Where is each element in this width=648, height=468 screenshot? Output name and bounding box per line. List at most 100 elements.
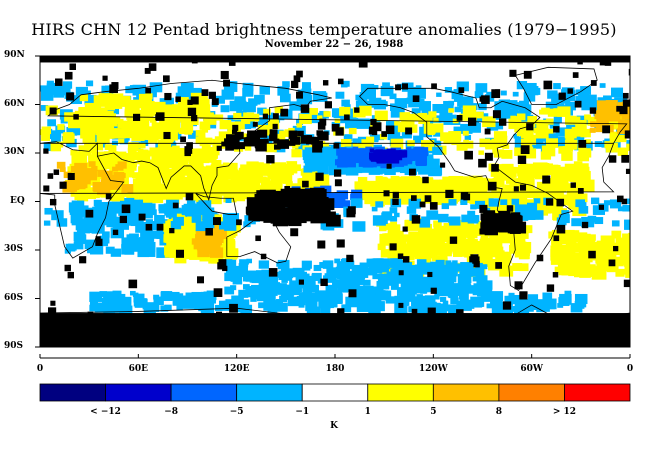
field-cell xyxy=(374,110,388,122)
field-cell xyxy=(263,108,271,115)
field-cell xyxy=(251,284,264,296)
field-cell xyxy=(510,204,520,213)
missing-cell xyxy=(105,193,112,200)
missing-cell xyxy=(205,228,213,236)
field-cell xyxy=(603,95,612,103)
field-cell xyxy=(555,136,565,144)
missing-cell xyxy=(581,221,589,229)
field-cell xyxy=(442,300,449,306)
field-cell xyxy=(63,181,78,192)
field-cell xyxy=(573,164,587,175)
missing-cell xyxy=(460,325,468,332)
field-cell xyxy=(309,198,326,212)
field-cell xyxy=(178,147,187,155)
field-cell xyxy=(278,270,291,280)
field-cell xyxy=(509,219,522,229)
field-cell xyxy=(99,235,110,244)
field-cell xyxy=(149,164,157,170)
missing-cell xyxy=(578,139,587,148)
field-cell xyxy=(194,110,204,119)
field-cell xyxy=(313,191,326,202)
field-cell xyxy=(376,176,385,183)
field-cell xyxy=(494,135,508,146)
field-cell xyxy=(243,221,251,228)
field-cell xyxy=(500,199,508,205)
field-cell xyxy=(89,304,98,312)
field-cell xyxy=(427,129,435,135)
missing-cell xyxy=(102,75,108,81)
field-cell xyxy=(282,81,290,88)
lat-label: 60S xyxy=(4,292,24,303)
field-cell xyxy=(91,151,99,157)
field-cell xyxy=(387,224,401,235)
field-cell xyxy=(619,131,628,138)
field-cell xyxy=(101,174,113,184)
field-cell xyxy=(325,284,338,295)
field-cell xyxy=(540,151,552,160)
field-cell xyxy=(81,183,88,189)
field-cell xyxy=(155,167,167,177)
field-cell xyxy=(605,100,618,110)
field-cell xyxy=(581,97,592,107)
field-cell xyxy=(184,128,193,135)
coastline xyxy=(195,193,238,215)
field-cell xyxy=(314,140,323,148)
field-cell xyxy=(390,215,398,222)
field-cell xyxy=(323,157,335,167)
field-cell xyxy=(462,299,475,309)
field-cell xyxy=(325,214,341,227)
field-cell xyxy=(56,218,68,227)
field-cell xyxy=(140,181,154,192)
field-cell xyxy=(249,205,259,213)
field-cell xyxy=(263,215,274,223)
field-cell xyxy=(434,192,442,198)
field-cell xyxy=(432,146,443,155)
colorbar-label: 1 xyxy=(364,407,371,417)
field-cell xyxy=(475,265,484,272)
missing-cell xyxy=(463,193,471,201)
field-cell xyxy=(118,302,131,312)
missing-cell xyxy=(621,198,628,205)
field-cell xyxy=(136,174,149,185)
field-cell xyxy=(516,149,524,156)
field-cell xyxy=(96,132,110,144)
field-cell xyxy=(434,303,447,314)
field-cell xyxy=(471,298,481,305)
field-cell xyxy=(334,118,341,124)
missing-cell xyxy=(479,204,488,213)
field-cell xyxy=(124,99,140,112)
field-cell xyxy=(281,277,288,283)
field-cell xyxy=(125,209,138,219)
missing-cell xyxy=(598,204,604,210)
missing-cell xyxy=(186,142,193,149)
field-cell xyxy=(390,283,399,290)
colorbar-swatch xyxy=(367,383,434,402)
field-cell xyxy=(203,146,218,159)
colorbar-swatch xyxy=(236,383,303,402)
field-cell xyxy=(188,130,199,139)
field-cell xyxy=(127,147,137,156)
field-cell xyxy=(254,291,265,300)
field-cell xyxy=(440,132,452,142)
field-cell xyxy=(518,100,530,109)
field-cell xyxy=(277,285,290,295)
field-cell xyxy=(70,213,83,224)
field-cell xyxy=(611,230,622,239)
missing-cell xyxy=(55,78,63,86)
field-cell xyxy=(443,223,452,230)
field-cell xyxy=(549,120,560,129)
field-cell xyxy=(627,247,630,254)
field-cell xyxy=(639,269,647,275)
field-cell xyxy=(407,183,421,195)
field-cell xyxy=(289,280,298,288)
field-cell xyxy=(539,109,546,115)
field-cell xyxy=(404,292,413,300)
field-cell xyxy=(527,294,539,303)
field-cell xyxy=(502,143,510,149)
field-cell xyxy=(137,117,150,128)
field-cell xyxy=(573,130,582,137)
missing-cell xyxy=(290,228,299,237)
field-cell xyxy=(547,90,558,99)
field-cell xyxy=(312,144,323,153)
missing-cell xyxy=(66,92,75,101)
